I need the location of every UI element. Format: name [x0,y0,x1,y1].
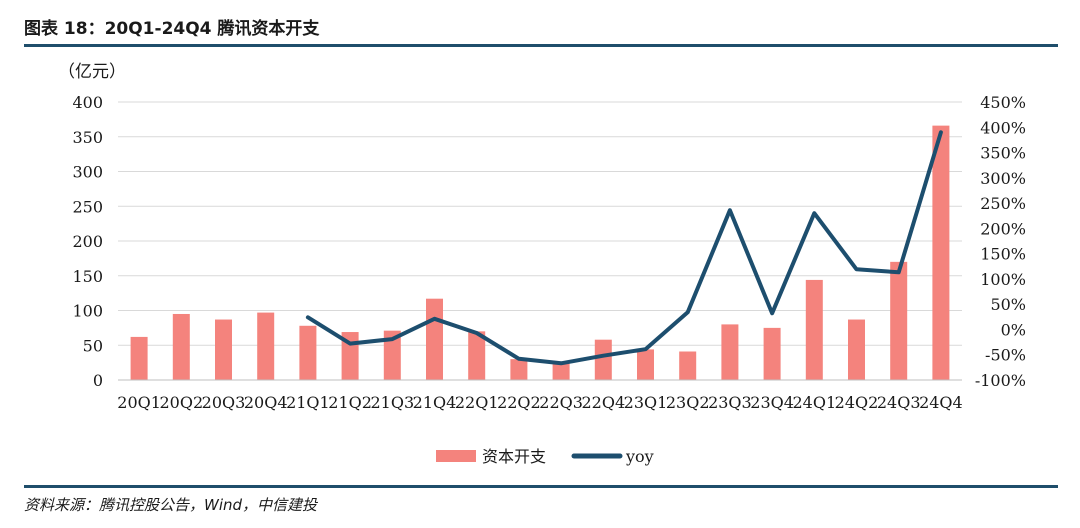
capex-bar [721,324,739,380]
chart: （亿元） 0 50 100 150 200 250 300 350 400 -100% -50% 0… [58,62,1026,466]
x-tick-label: 21Q3 [370,393,414,412]
x-tick-label: 23Q2 [666,393,710,412]
x-tick-label: 24Q3 [877,393,921,412]
left-tick-label: 150 [72,267,103,286]
legend-bar-label: 资本开支 [482,447,546,466]
capex-bar [130,336,148,380]
capex-bar [805,279,823,380]
right-tick-label: 150% [980,245,1026,264]
left-tick-label: 200 [72,232,103,251]
yoy-line [305,130,943,366]
capex-bar [637,349,654,380]
capex-bar [763,327,781,380]
right-tick-label: 350% [980,144,1026,163]
legend-bar-swatch [436,450,476,462]
legend-line-label: yoy [625,447,654,466]
x-tick-label: 23Q4 [750,393,794,412]
x-tick-label: 20Q4 [244,393,288,412]
figure-title: 图表 18：20Q1-24Q4 腾讯资本开支 [24,19,320,39]
right-tick-label: 250% [980,194,1026,213]
capex-bar [552,362,570,380]
source-note: 资料来源：腾讯控股公告，Wind，中信建投 [24,496,318,514]
x-tick-label: 20Q2 [159,393,203,412]
left-tick-label: 0 [93,371,103,390]
left-tick-label: 250 [72,197,103,216]
left-tick-label: 300 [72,163,103,182]
x-tick-label: 24Q1 [792,393,836,412]
x-tick-label: 22Q3 [539,393,583,412]
capex-bar [299,325,317,380]
x-tick-label: 20Q3 [202,393,246,412]
x-tick-label: 21Q2 [328,393,372,412]
x-tick-label: 21Q4 [413,393,457,412]
right-tick-label: 400% [980,118,1026,137]
right-tick-label: 0% [1001,320,1026,339]
capex-bar [510,359,528,380]
x-tick-label: 20Q1 [117,393,161,412]
x-tick-label: 21Q1 [286,393,330,412]
right-tick-label: -100% [975,371,1026,390]
top-rule [24,44,1058,47]
capex-bar [932,125,950,380]
x-tick-label: 24Q2 [835,393,879,412]
capex-bar [257,312,275,380]
right-tick-label: -50% [985,346,1026,365]
capex-bar [215,319,232,380]
capex-bar [172,313,190,380]
gridlines [118,101,962,346]
y-axis-unit-label: （亿元） [58,62,126,82]
left-axis-ticks: 0 50 100 150 200 250 300 350 400 [72,93,103,390]
right-tick-label: 300% [980,169,1026,188]
bottom-rule [24,485,1058,488]
left-tick-label: 50 [83,336,103,355]
right-tick-label: 50% [990,295,1026,314]
capex-bar [594,339,612,380]
capex-bar [426,298,443,380]
right-tick-label: 200% [980,219,1026,238]
left-tick-label: 400 [72,93,103,112]
x-tick-label: 22Q2 [497,393,541,412]
capex-bar [679,351,697,380]
x-tick-label: 24Q4 [919,393,963,412]
capex-bar [383,330,401,380]
x-axis-ticks: 20Q120Q220Q320Q421Q121Q221Q321Q422Q122Q2… [117,393,962,412]
x-tick-label: 23Q1 [624,393,668,412]
right-tick-label: 100% [980,270,1026,289]
right-axis-ticks: -100% -50% 0% 50% 100% 150% 200% 250% 300% 350% 40… [975,93,1026,390]
capex-bar [848,319,865,380]
bar-series [130,125,950,380]
x-tick-label: 22Q4 [581,393,625,412]
capex-bar [890,261,908,380]
right-tick-label: 450% [980,93,1026,112]
x-tick-label: 23Q3 [708,393,752,412]
legend: 资本开支 yoy [436,447,654,466]
left-tick-label: 350 [72,128,103,147]
x-tick-label: 22Q1 [455,393,499,412]
capex-bar [468,331,486,380]
left-tick-label: 100 [72,302,103,321]
